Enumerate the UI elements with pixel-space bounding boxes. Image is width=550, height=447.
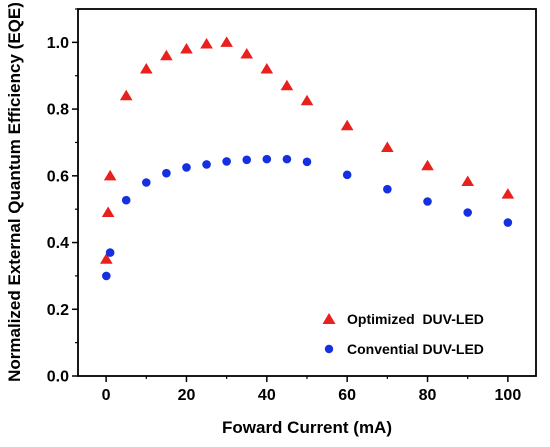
data-point-optimized [300, 94, 314, 106]
data-point-convential [463, 208, 473, 217]
data-point-convential [262, 154, 272, 164]
data-point-convential [222, 157, 231, 166]
data-point-convential [242, 155, 252, 165]
data-point-convential [105, 248, 115, 257]
data-point-optimized [280, 79, 294, 91]
x-tick-label: 40 [258, 387, 276, 404]
data-point-optimized [340, 119, 354, 131]
data-point-convential [141, 178, 151, 187]
data-point-convential [121, 195, 131, 205]
y-tick-label: 0.2 [47, 302, 69, 319]
x-tick-label: 0 [102, 387, 111, 404]
data-point-convential [503, 218, 513, 227]
data-point-optimized [220, 36, 233, 47]
data-point-optimized [260, 63, 274, 74]
x-axis-title: Foward Current (mA) [222, 418, 392, 437]
legend-marker-optimized [322, 313, 336, 324]
x-tick-label: 20 [178, 387, 196, 404]
x-tick-label: 100 [495, 387, 522, 404]
data-point-optimized [240, 48, 254, 59]
data-point-convential [342, 170, 352, 180]
legend-label-optimized: Optimized DUV-LED [347, 311, 484, 327]
data-point-convential [182, 163, 191, 172]
data-point-optimized [101, 206, 115, 218]
y-tick-label: 0.6 [47, 168, 69, 185]
data-point-optimized [119, 89, 133, 101]
data-point-optimized [421, 159, 434, 171]
x-tick-label: 80 [419, 387, 437, 404]
y-tick-label: 0.4 [47, 235, 69, 252]
data-point-optimized [200, 38, 213, 49]
data-point-convential [162, 168, 171, 178]
y-tick-label: 1.0 [47, 35, 69, 52]
data-point-optimized [381, 141, 394, 152]
data-point-convential [302, 157, 312, 167]
y-tick-label: 0.0 [47, 369, 69, 386]
axis-ticks: 0 20 40 60 80 100 0.0 0.2 0.4 0.6 0.8 1.0 [47, 8, 522, 404]
y-tick-label: 0.8 [47, 102, 69, 119]
data-point-optimized [160, 49, 173, 61]
y-axis-title: Normalized External Quantum Efficiency (… [5, 2, 24, 382]
data-point-optimized [103, 169, 117, 181]
data-point-optimized [100, 253, 113, 264]
data-point-optimized [180, 43, 193, 54]
data-point-optimized [501, 188, 515, 199]
data-point-convential [282, 154, 292, 164]
data-point-optimized [461, 175, 475, 186]
legend-marker-convential [324, 344, 334, 354]
legend-label-convential: Convential DUV-LED [347, 341, 484, 357]
legend: Optimized DUV-LED Convential DUV-LED [322, 311, 484, 357]
data-point-convential [202, 160, 211, 169]
x-tick-label: 60 [338, 387, 356, 404]
data-point-convential [383, 184, 392, 194]
data-marks [100, 36, 515, 281]
data-point-optimized [139, 63, 153, 74]
data-point-convential [102, 271, 111, 281]
data-point-convential [423, 197, 432, 206]
